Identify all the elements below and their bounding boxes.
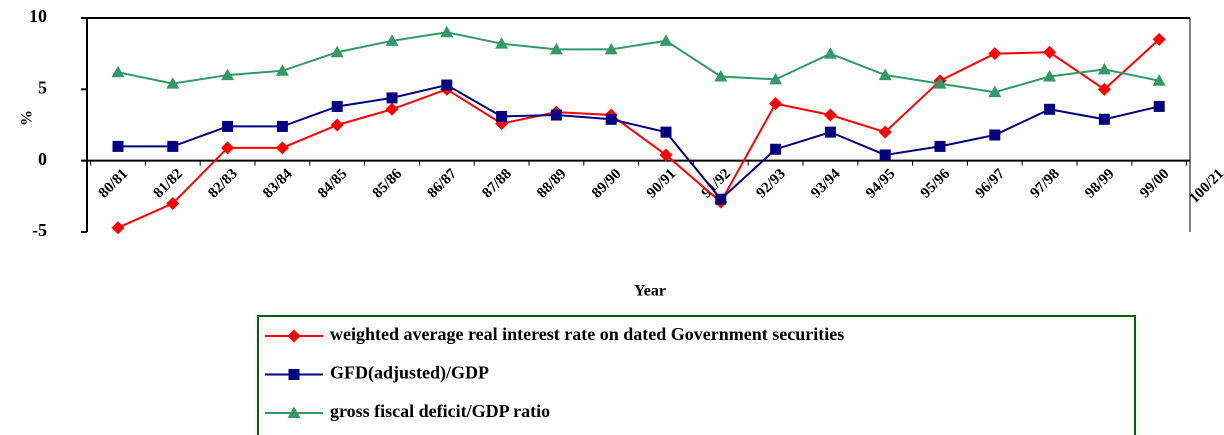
series-line [117,31,1160,94]
legend-label: GFD(adjusted)/GDP [330,363,489,384]
data-point [221,68,235,81]
legend-box [257,315,1136,435]
x-tick-label: 90/91 [644,166,679,201]
series-line [117,38,1160,229]
data-point [660,126,672,138]
data-point [1097,82,1111,96]
data-point [934,140,946,152]
y-tick-label: 0 [38,149,47,169]
x-tick-label: 86/87 [425,166,461,202]
data-point [715,193,727,205]
x-tick-label: 96/97 [973,166,1009,202]
x-tick-label: 82/83 [205,166,240,201]
data-point [222,120,234,132]
data-point [166,77,180,89]
x-tick-label: 95/96 [918,166,954,202]
data-point [287,329,301,343]
x-tick-label: 83/84 [260,166,296,202]
data-point [659,34,673,46]
data-point [714,69,728,82]
data-point [111,65,125,78]
data-point [989,129,1001,141]
y-tick-label: 5 [38,77,47,97]
data-point [770,143,782,155]
x-tick-label: 84/85 [315,166,350,201]
x-tick-label: 85/86 [370,166,406,202]
data-point [1044,103,1056,115]
data-point [386,92,398,104]
data-point [112,140,124,152]
data-point [276,120,288,132]
data-point [166,196,180,210]
data-point [495,37,509,49]
data-point [769,72,783,85]
data-point [385,102,399,116]
data-point [659,148,673,162]
data-point [988,47,1002,61]
data-point [1043,69,1057,82]
y-tick-label: -5 [32,220,47,240]
data-point [933,77,947,89]
data-point [824,126,836,138]
data-point [111,221,125,235]
data-point [331,100,343,112]
data-point [605,113,617,125]
data-point [167,140,179,152]
x-tick-label: 80/81 [96,166,131,201]
x-tick-label: 100/21 [1186,166,1224,207]
data-point [330,118,344,132]
data-point [1043,45,1057,59]
legend-label: gross fiscal deficit/GDP ratio [330,401,550,421]
x-tick-label: 92/93 [753,166,788,201]
x-tick-label: 93/94 [808,166,844,202]
data-point [549,42,563,55]
data-point [823,108,837,122]
x-tick-label: 88/89 [534,166,569,201]
data-point [1098,113,1110,125]
y-tick-label: 10 [29,6,47,26]
data-point [221,141,235,155]
x-axis-label: Year [634,283,666,300]
data-point [385,34,399,46]
data-point [879,149,891,161]
data-point [275,64,289,76]
data-point [604,42,618,55]
x-tick-label: 89/90 [589,166,624,201]
data-point [275,141,289,155]
data-point [330,45,344,58]
data-point [441,79,453,91]
data-point [1152,74,1166,86]
data-point [878,125,892,139]
data-point [1152,32,1166,46]
data-point [988,85,1002,98]
data-point [1153,100,1165,112]
x-tick-label: 99/00 [1137,166,1172,201]
series-line [118,83,1160,201]
data-point [496,110,508,122]
data-point [1097,62,1111,75]
data-point [823,47,837,59]
data-point [878,68,892,81]
x-tick-label: 97/98 [1027,166,1062,201]
data-point [440,25,454,38]
x-tick-label: 98/99 [1082,166,1117,201]
data-point [550,109,562,121]
data-point [288,369,300,380]
legend-label: weighted average real interest rate on d… [330,324,844,344]
x-tick-label: 94/95 [863,166,898,201]
y-axis-label: % [19,110,36,126]
data-point [769,97,783,111]
data-point [287,406,301,418]
x-tick-label: 87/88 [479,166,514,201]
